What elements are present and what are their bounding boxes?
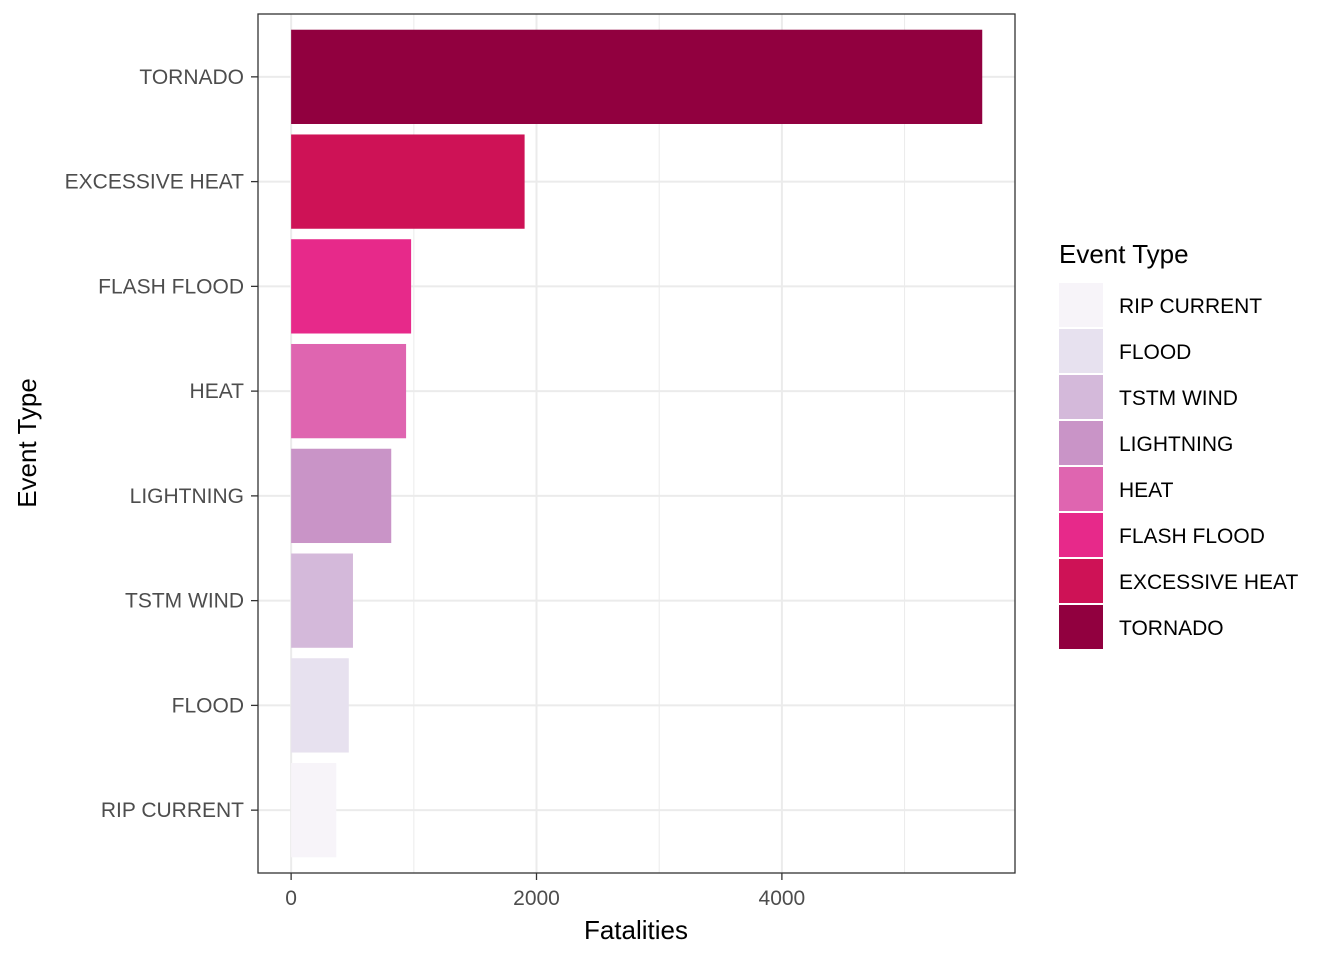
legend-label: EXCESSIVE HEAT bbox=[1119, 571, 1299, 594]
bar-heat bbox=[291, 343, 407, 439]
legend-label: FLASH FLOOD bbox=[1119, 525, 1265, 548]
legend-label: TSTM WIND bbox=[1119, 387, 1238, 410]
bar-flood bbox=[291, 658, 349, 753]
x-tick-label: 0 bbox=[285, 887, 297, 910]
bar-lightning bbox=[291, 448, 392, 544]
y-tick-label: TORNADO bbox=[139, 66, 244, 89]
x-axis: 0 2000 4000 bbox=[285, 873, 805, 910]
legend-title: Event Type bbox=[1059, 239, 1189, 269]
bar-rip-current bbox=[291, 763, 337, 858]
y-tick-label: EXCESSIVE HEAT bbox=[65, 171, 245, 194]
y-tick-label: LIGHTNING bbox=[130, 485, 244, 508]
legend-key bbox=[1059, 559, 1103, 603]
y-tick-label: FLOOD bbox=[172, 694, 244, 717]
y-tick-label: TSTM WIND bbox=[125, 590, 244, 613]
y-tick-label: RIP CURRENT bbox=[101, 799, 244, 822]
legend-key bbox=[1059, 605, 1103, 649]
bar-tstm-wind bbox=[291, 553, 353, 648]
y-axis-title: Event Type bbox=[12, 378, 42, 508]
y-tick-label: HEAT bbox=[190, 380, 245, 403]
bar-flash-flood bbox=[291, 239, 412, 334]
legend-label: RIP CURRENT bbox=[1119, 295, 1262, 318]
legend-key bbox=[1059, 329, 1103, 373]
legend-key bbox=[1059, 513, 1103, 557]
x-tick-label: 4000 bbox=[759, 887, 806, 910]
x-axis-title: Fatalities bbox=[584, 915, 688, 945]
legend-key bbox=[1059, 467, 1103, 511]
y-axis: TORNADO EXCESSIVE HEAT FLASH FLOOD HEAT LIGH… bbox=[65, 66, 258, 822]
bar-tornado bbox=[291, 29, 983, 124]
plot-border bbox=[257, 13, 1016, 874]
legend-label: TORNADO bbox=[1119, 617, 1224, 640]
legend-key bbox=[1059, 421, 1103, 465]
legend: Event Type RIP CURRENT FLOOD TSTM WIND LIGH… bbox=[1059, 239, 1299, 649]
legend-items: RIP CURRENT FLOOD TSTM WIND LIGHTNING HEAT FL… bbox=[1059, 283, 1299, 649]
bar-excessive-heat bbox=[291, 134, 525, 229]
legend-key bbox=[1059, 375, 1103, 419]
legend-key bbox=[1059, 283, 1103, 327]
legend-label: HEAT bbox=[1119, 479, 1174, 502]
legend-label: LIGHTNING bbox=[1119, 433, 1233, 456]
y-tick-label: FLASH FLOOD bbox=[98, 275, 244, 298]
bars bbox=[291, 29, 983, 858]
x-tick-label: 2000 bbox=[513, 887, 560, 910]
legend-label: FLOOD bbox=[1119, 341, 1191, 364]
